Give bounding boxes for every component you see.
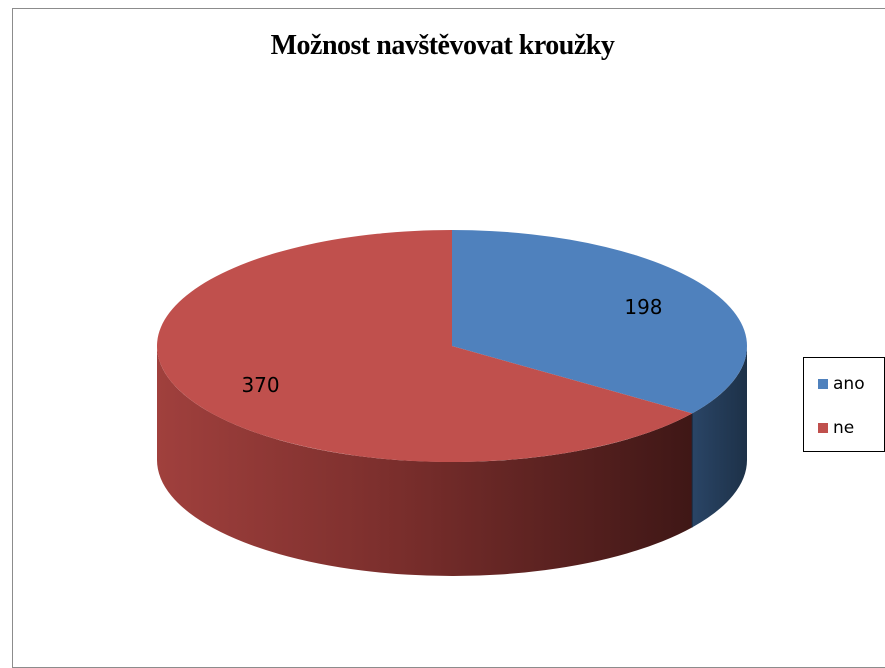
legend: ano ne bbox=[803, 357, 885, 452]
pie-side-ne bbox=[156, 346, 693, 577]
data-label-ne: 370 bbox=[241, 373, 279, 397]
pie-side-ano bbox=[692, 346, 747, 528]
chart-title: Možnost navštěvovat kroužky bbox=[270, 30, 615, 61]
legend-swatch-ne bbox=[818, 423, 828, 433]
legend-label-ne: ne bbox=[833, 418, 855, 438]
data-label-ano: 198 bbox=[624, 295, 662, 319]
pie-slice-ne bbox=[157, 230, 693, 463]
legend-label-ano: ano bbox=[833, 374, 865, 394]
pie-slice-ano bbox=[452, 230, 748, 414]
legend-item-ne: ne bbox=[818, 418, 854, 438]
legend-item-ano: ano bbox=[818, 374, 865, 394]
legend-swatch-ano bbox=[818, 379, 828, 389]
